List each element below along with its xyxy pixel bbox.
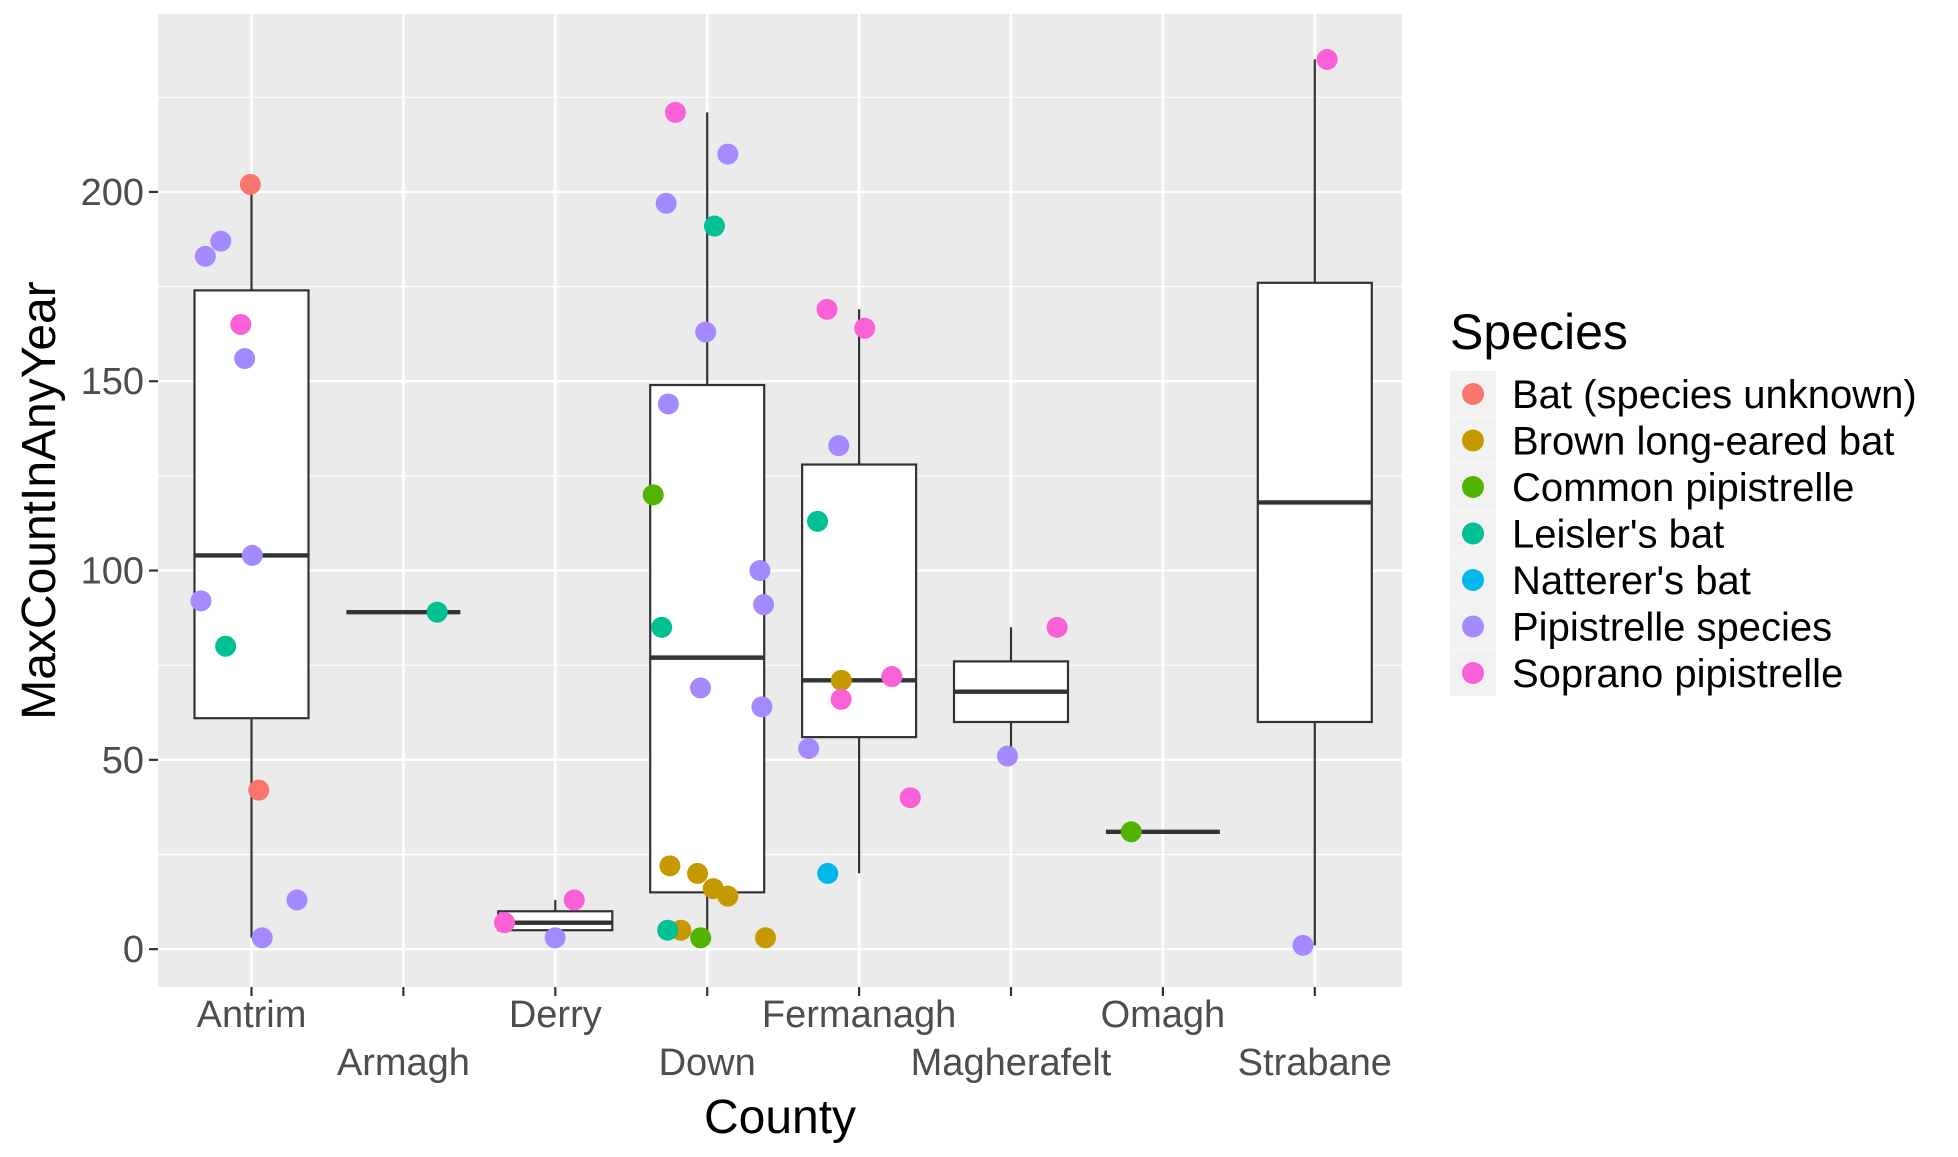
data-point <box>830 688 852 710</box>
legend-label: Common pipistrelle <box>1512 466 1854 510</box>
legend-key <box>1462 383 1484 405</box>
data-point <box>899 787 921 809</box>
boxplot-magherafelt <box>952 627 1070 757</box>
data-point <box>798 737 820 759</box>
data-point <box>754 927 776 949</box>
x-tick-label: Derry <box>509 994 602 1036</box>
y-axis-title: MaxCountInAnyYear <box>13 281 66 720</box>
legend-label: Pipistrelle species <box>1512 606 1832 650</box>
data-point <box>642 484 664 506</box>
legend-title: Species <box>1450 304 1628 360</box>
plot-panel <box>158 14 1402 987</box>
y-tick-label: 0 <box>123 929 144 971</box>
x-tick-label: Down <box>659 1042 756 1084</box>
data-point <box>194 245 216 267</box>
y-tick-label: 100 <box>81 551 144 593</box>
data-point <box>817 862 839 884</box>
data-point <box>1316 48 1338 70</box>
data-point <box>239 173 261 195</box>
data-point <box>1120 821 1142 843</box>
data-point <box>651 616 673 638</box>
data-point <box>717 885 739 907</box>
data-point <box>687 862 709 884</box>
legend-key <box>1462 569 1484 591</box>
data-point <box>241 544 263 566</box>
x-tick-label: Omagh <box>1101 994 1226 1036</box>
data-point <box>816 298 838 320</box>
legend-key <box>1462 615 1484 638</box>
data-point <box>655 192 677 214</box>
data-point <box>664 101 686 123</box>
data-point <box>563 889 585 911</box>
x-tick-label: Magherafelt <box>911 1042 1112 1084</box>
legend-label: Natterer's bat <box>1512 559 1751 603</box>
data-point <box>695 321 717 343</box>
data-point <box>493 912 515 934</box>
legend-key <box>1462 476 1484 498</box>
boxplot-down <box>649 112 766 938</box>
data-point <box>426 601 448 623</box>
data-point <box>751 696 773 718</box>
data-point <box>544 927 566 949</box>
legend-label: Brown long-eared bat <box>1512 420 1894 464</box>
data-point <box>830 669 852 691</box>
y-tick-label: 150 <box>81 361 144 403</box>
data-point <box>659 855 681 877</box>
box <box>649 383 766 894</box>
data-point <box>690 677 712 699</box>
data-point <box>717 143 739 165</box>
data-point <box>657 393 679 415</box>
x-tick-label: Strabane <box>1238 1042 1392 1084</box>
boxplot-strabane <box>1256 59 1373 946</box>
y-tick-label: 50 <box>102 740 144 782</box>
legend-label: Leisler's bat <box>1512 513 1724 557</box>
x-tick-label: Fermanagh <box>762 994 956 1036</box>
data-point <box>854 317 876 339</box>
legend-key <box>1462 522 1484 545</box>
data-point <box>753 594 775 616</box>
legend-key <box>1462 429 1484 452</box>
y-tick-label: 200 <box>81 172 144 214</box>
legend-label: Soprano pipistrelle <box>1512 652 1843 696</box>
data-point <box>690 927 712 949</box>
legend-key <box>1462 662 1484 684</box>
legend-label: Bat (species unknown) <box>1512 373 1917 417</box>
legend: Species Bat (species unknown)Brown long-e… <box>1450 304 1917 696</box>
data-point <box>749 560 771 582</box>
data-point <box>881 666 903 688</box>
data-point <box>828 435 850 457</box>
data-point <box>190 590 212 612</box>
data-point <box>286 889 308 911</box>
data-point <box>1292 934 1314 956</box>
data-point <box>251 927 273 949</box>
data-point <box>657 919 679 941</box>
data-point <box>248 779 270 801</box>
data-point <box>807 510 829 532</box>
data-point <box>230 313 252 335</box>
x-tick-label: Antrim <box>197 994 307 1036</box>
data-point <box>215 635 237 657</box>
data-point <box>1046 616 1068 638</box>
data-point <box>996 745 1018 767</box>
data-point <box>210 230 232 252</box>
data-point <box>703 215 725 237</box>
x-axis-title: County <box>704 1091 856 1144</box>
box <box>800 463 918 739</box>
data-point <box>234 348 256 370</box>
x-tick-label: Armagh <box>337 1042 470 1084</box>
